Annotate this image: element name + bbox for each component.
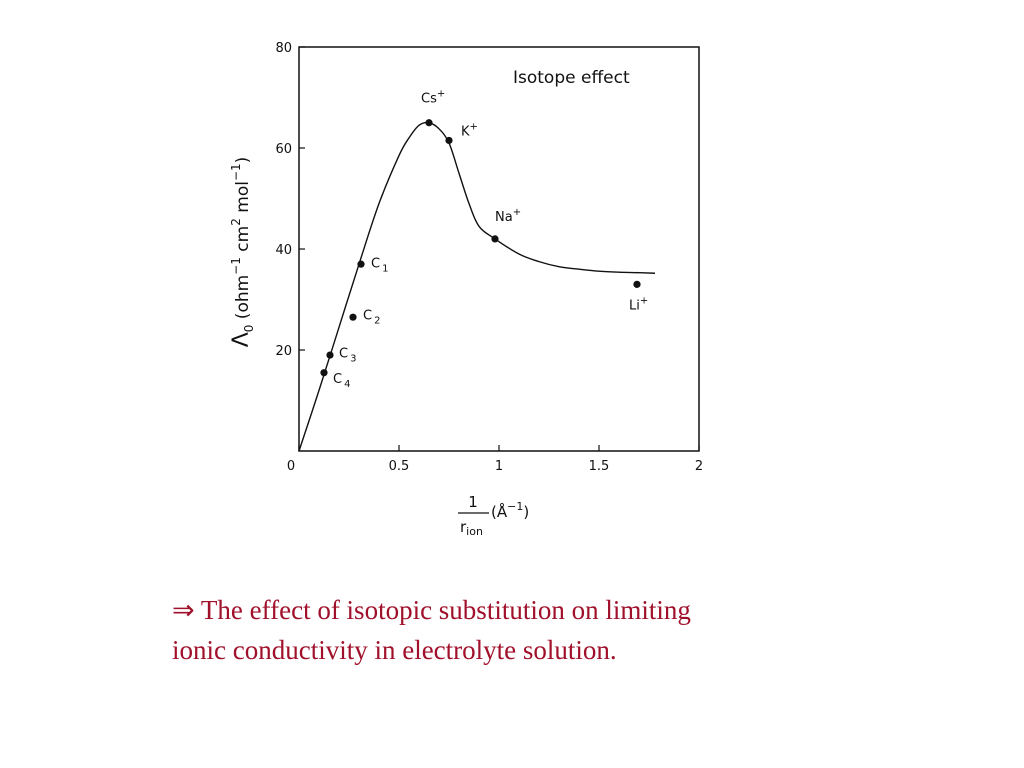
y-tick-label: 60 [275,142,292,157]
data-point-k [445,136,453,145]
svg-text:Λ0 (ohm−1 cm2 mol−1): Λ0 (ohm−1 cm2 mol−1) [229,157,256,348]
data-points: Cs+ K+ Na+ Li+ C 1 C 2 C 3 C 4 [320,89,648,390]
point-label-cs: Cs+ [421,89,445,107]
x-axis-label: 1 rion (Å−1) [458,493,529,538]
data-point-c1 [357,260,365,268]
ylabel-sup2: 2 [229,218,243,226]
data-point-c2 [349,313,357,321]
y-tick-label: 40 [275,243,292,258]
ylabel-open: (ohm [233,275,253,319]
data-point-na [491,235,499,243]
ylabel-close: ) [233,157,253,164]
caption-line-1-text: The effect of isotopic substitution on l… [200,595,691,625]
ylabel-sup1: −1 [229,257,243,275]
xlabel-den-main: r [460,518,467,536]
svg-text:rion: rion [460,518,483,538]
implies-arrow-icon: ⇒ [172,595,195,625]
xlabel-den-sub: ion [466,525,483,538]
svg-text:(Å−1): (Å−1) [491,500,529,521]
point-label-k: K+ [461,121,478,139]
x-tick-label: 2 [695,459,703,474]
data-point-c4 [320,369,328,377]
y-tick-label: 20 [275,344,292,359]
figure-caption: ⇒ The effect of isotopic substitution on… [172,590,892,670]
x-tick-label: 1.5 [589,459,610,474]
x-tick-label: 0 [287,459,295,474]
y-tick-label: 80 [275,41,292,56]
caption-line-2: ionic conductivity in electrolyte soluti… [172,635,617,665]
trend-curve [298,121,656,452]
axis-ticks: 0 0.5 1 1.5 2 20 40 60 80 [275,41,703,474]
xlabel-numerator: 1 [468,493,478,511]
point-label-li: Li+ [629,296,648,314]
xlabel-unit-sup: −1 [507,500,523,513]
x-tick-label: 1 [495,459,503,474]
xlabel-unit: (Å [491,502,508,521]
data-point-li [633,280,641,288]
ylabel-symbol-sub: 0 [242,325,256,333]
x-tick-label: 0.5 [389,459,410,474]
chart-annotation: Isotope effect [513,68,630,88]
data-point-cs [425,119,433,127]
ylabel-symbol: Λ [229,332,254,347]
data-point-c3 [326,351,334,359]
plot-border [298,46,700,452]
caption-line-1: ⇒ The effect of isotopic substitution on… [172,590,892,630]
plot-frame [298,46,700,452]
y-axis-label: Λ0 (ohm−1 cm2 mol−1) [229,157,256,348]
ylabel-cm: cm [233,226,253,252]
xlabel-unit-close: ) [523,503,529,521]
ylabel-sup3: −1 [229,163,243,181]
point-label-na: Na+ [495,207,521,225]
ylabel-mol: mol [233,181,253,213]
